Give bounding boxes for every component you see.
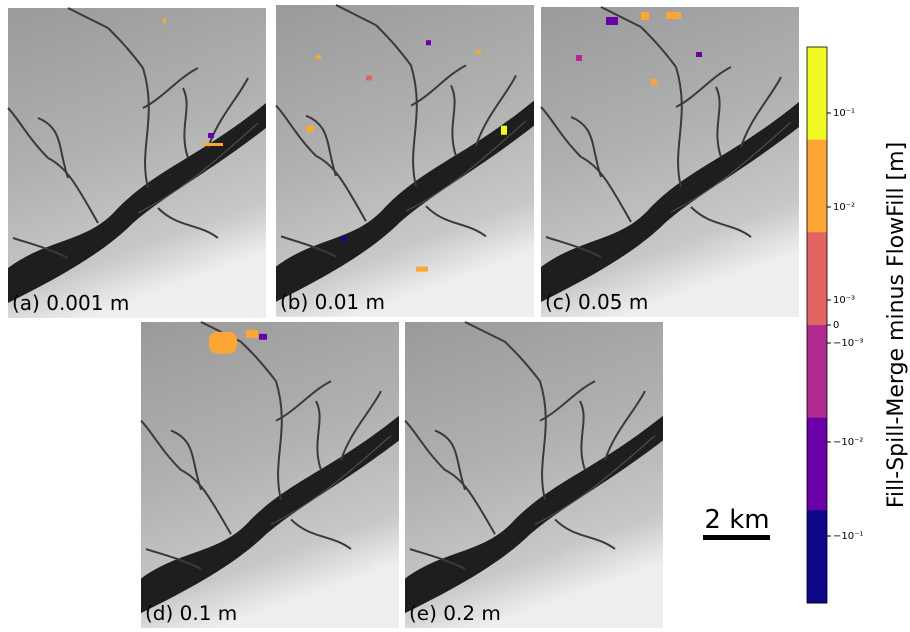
map-panel: (c) 0.05 m xyxy=(541,7,799,317)
colorbar-band xyxy=(807,510,827,603)
colorbar: 10⁻¹ 10⁻² 10⁻³ 0 −10⁻³ −10⁻² −10⁻¹ xyxy=(807,47,863,604)
colorbar-band xyxy=(807,325,827,418)
colorbar-band xyxy=(807,418,827,511)
figure: (a) 0.001 m (b) 0.01 m (c) 0.05 m (d) 0.… xyxy=(0,0,910,632)
map-panel: (a) 0.001 m xyxy=(8,8,266,318)
colorbar-tick-label: 10⁻³ xyxy=(833,295,855,306)
colorbar-label: Fill-Spill-Merge minus FlowFill [m] xyxy=(884,142,909,508)
colorbar-tick-label: 0 xyxy=(833,320,839,331)
map-panel: (d) 0.1 m xyxy=(141,322,399,628)
scale-bar-label: 2 km xyxy=(704,505,769,535)
panel-label: (c) 0.05 m xyxy=(545,290,648,314)
colorbar-tick-label: 10⁻¹ xyxy=(833,108,855,119)
colorbar-tick-label: 10⁻² xyxy=(833,202,855,213)
colorbar-band xyxy=(807,47,827,140)
colorbar-tick-label: −10⁻¹ xyxy=(833,531,863,542)
panel-label: (e) 0.2 m xyxy=(409,602,501,625)
colorbar-tick-label: −10⁻³ xyxy=(833,338,863,349)
scale-bar-line xyxy=(703,535,770,540)
colorbar-band xyxy=(807,232,827,325)
colorbar-band xyxy=(807,140,827,233)
scale-bar: 2 km xyxy=(703,505,770,540)
map-panel: (e) 0.2 m xyxy=(405,322,663,628)
panel-label: (d) 0.1 m xyxy=(145,602,237,625)
colorbar-tick-label: −10⁻² xyxy=(833,437,863,448)
panel-label: (b) 0.01 m xyxy=(280,290,385,314)
map-panel: (b) 0.01 m xyxy=(276,5,534,317)
panel-label: (a) 0.001 m xyxy=(12,291,129,315)
